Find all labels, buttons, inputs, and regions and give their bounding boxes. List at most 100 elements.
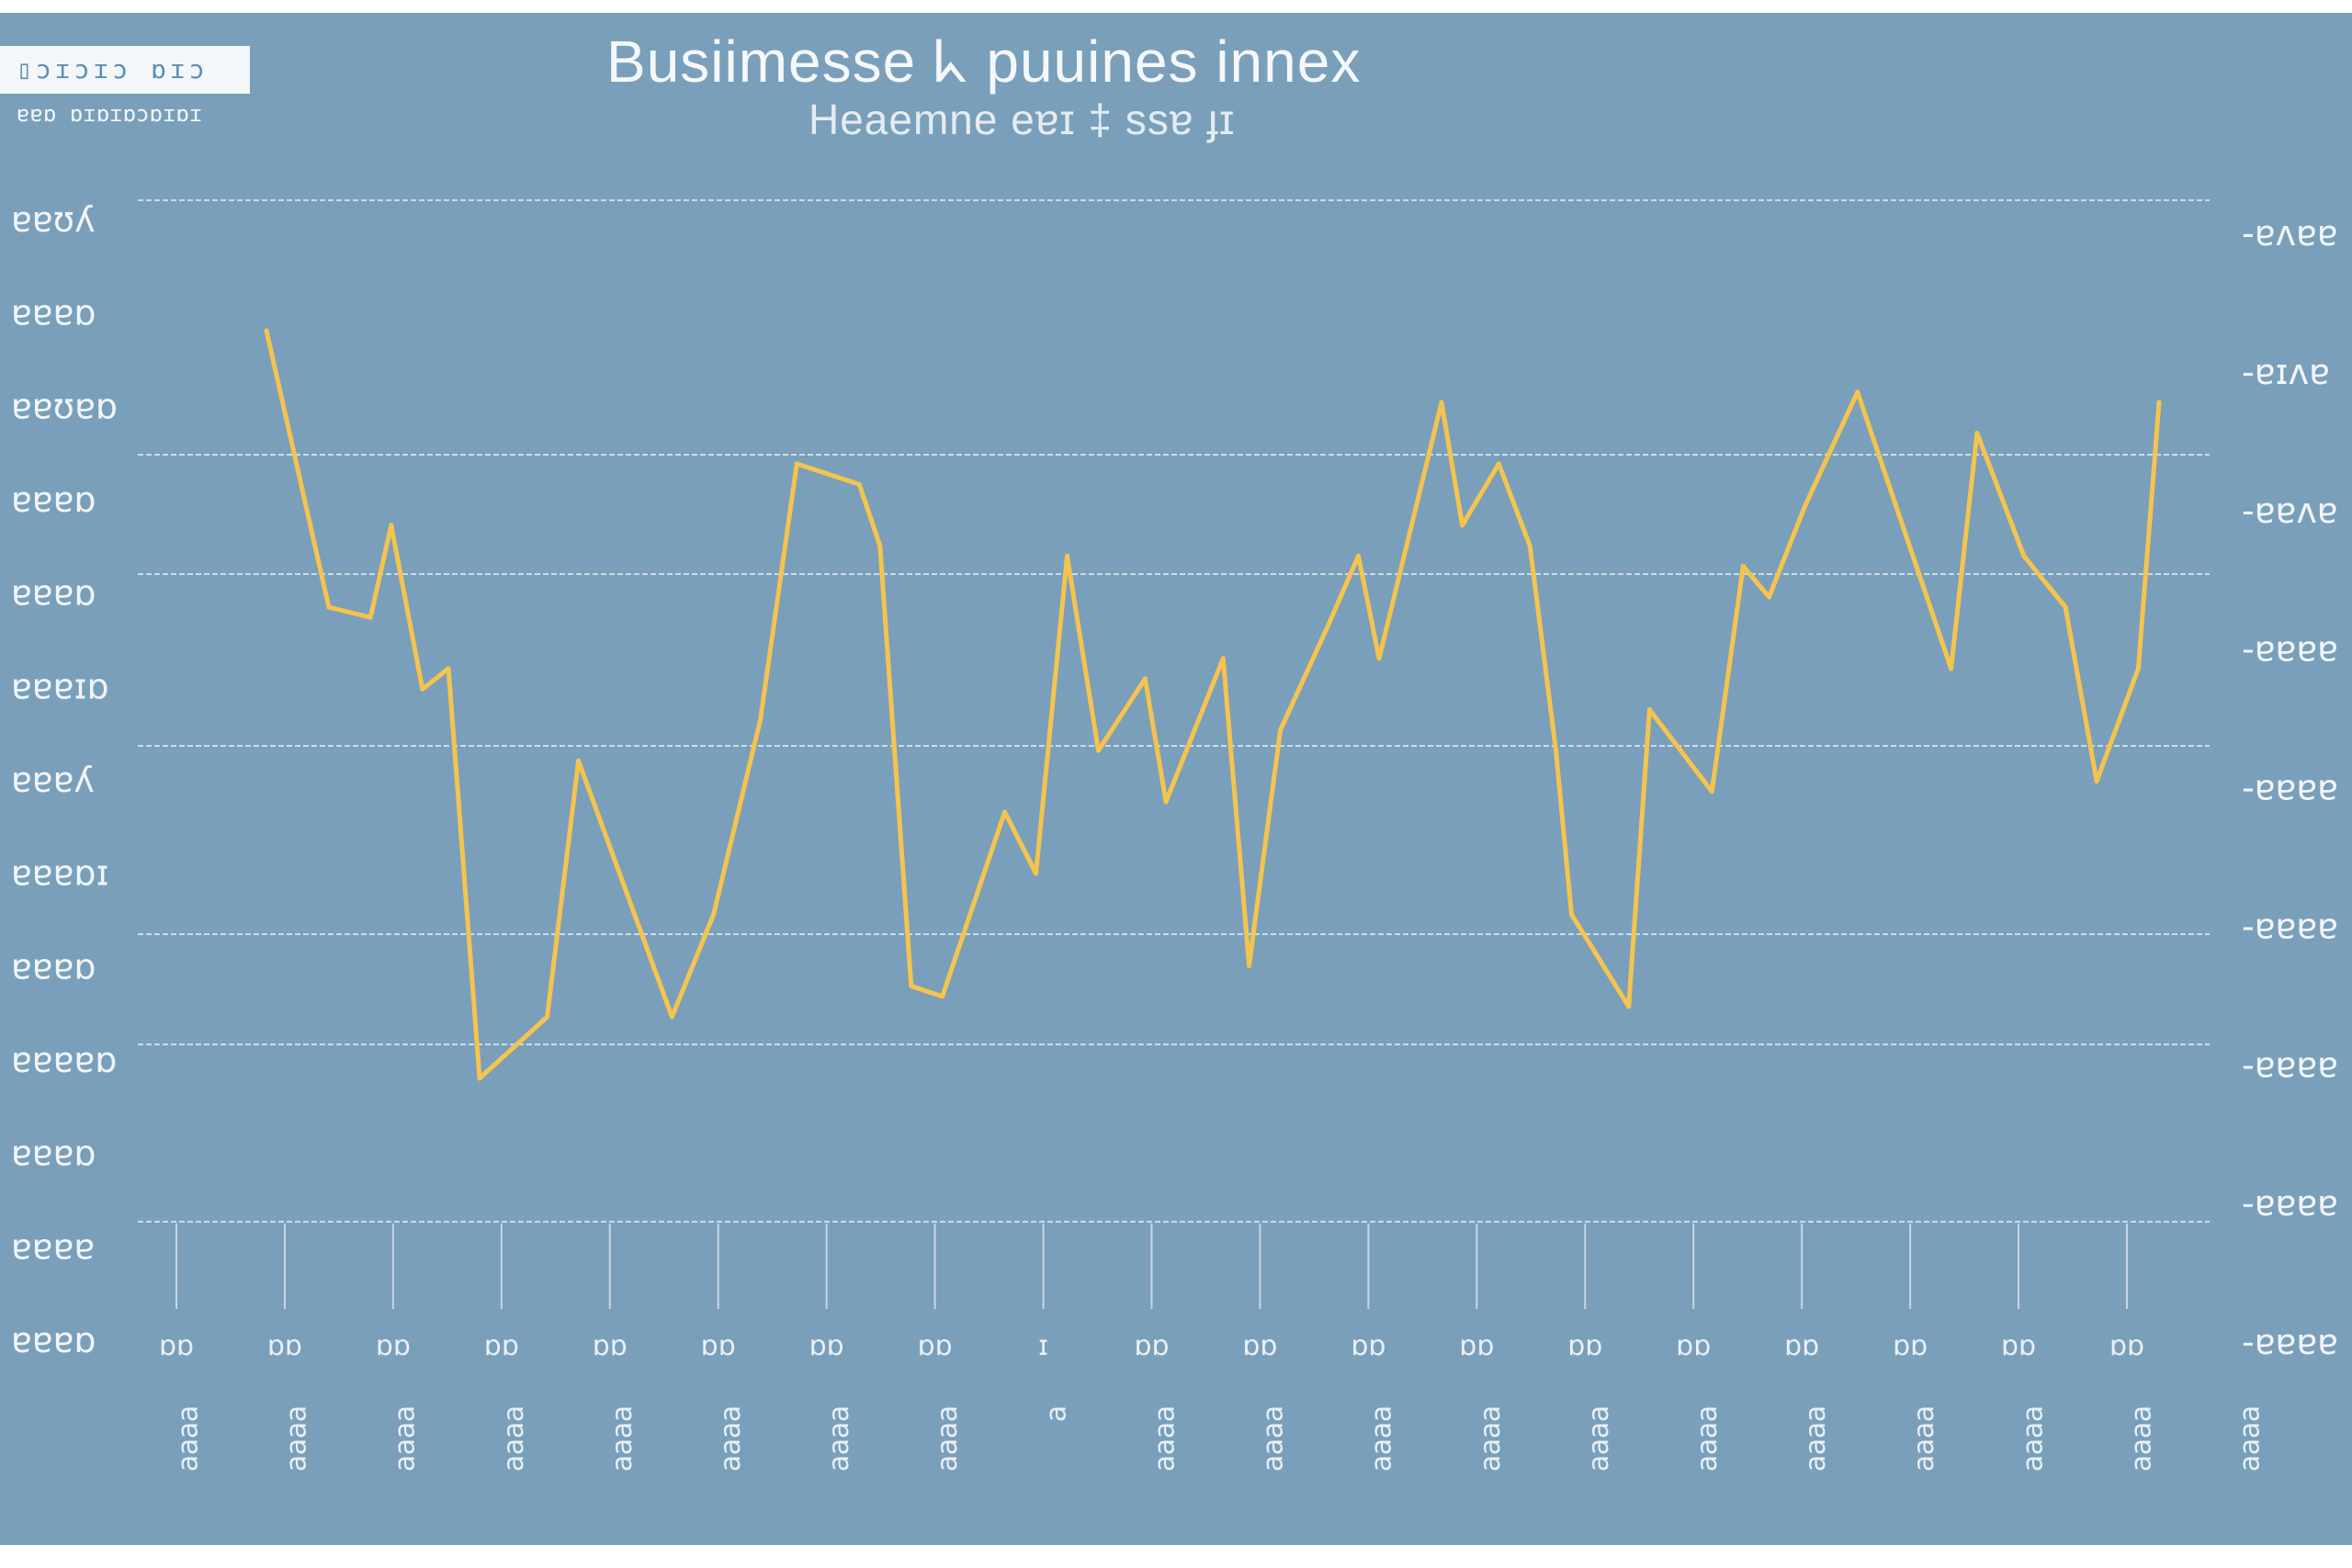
chart-subtitle: Heaemne eɐɪ ‡ ssɐ ɟɪ [808,96,1236,143]
data-point [1247,963,1252,968]
x-category-label: ɐɐɐɐ [826,1405,858,1472]
x-category-label: ɐɐɐɐ [283,1405,315,1472]
y-tick-label: ɐɐɐɒ [11,573,96,614]
x-tick-label: ɒɒ [1351,1330,1385,1362]
data-point [1740,563,1746,569]
data-point [576,758,582,763]
data-point [326,604,332,610]
data-point [1002,809,1008,815]
data-point [877,543,883,548]
data-point [368,615,373,620]
data-point [711,912,717,917]
data-point [856,481,862,487]
y2-tick-label: -ɐɐɐɐ [2242,1322,2338,1362]
logo-caption: ɐɐɒ ɒɪɒɪɒɔɒɪɒɪ [17,101,203,127]
x-tick-label: ɒɒ [593,1330,628,1362]
y-tick-label: ɐɐɐɒ [11,1134,96,1174]
x-category-label: ɐɐɐɐ [1368,1405,1400,1472]
data-point [1896,513,1902,518]
data-point [2094,779,2099,784]
data-point [264,328,269,333]
x-tick-label: ɒɒ [701,1330,736,1362]
y-tick-label: ɐɐɐɒ [11,946,96,987]
data-point [1527,543,1532,548]
data-point [446,666,451,671]
data-point [1142,676,1148,682]
data-point [2021,553,2027,558]
data-point [669,1014,674,1020]
data-point [1163,799,1169,805]
data-point [477,1076,482,1081]
x-tick-label: ɒɒ [267,1330,302,1362]
data-point [794,461,799,467]
x-category-label: ɐɐɐɐ [718,1405,750,1472]
x-tick-label: ɒɒ [159,1330,194,1362]
y-tick-label: ɐɐɐɒ [11,479,96,520]
data-point [909,984,914,989]
x-tick-label: ɒɒ [484,1330,519,1362]
x-category-label: ɐɐɐɐ [500,1405,532,1472]
x-tick-label: ɒɒ [918,1330,953,1362]
x-tick-label: ɒɒ [376,1330,411,1362]
y-tick-label: ɐɐɐɪɒ [11,666,109,706]
x-category-label: ɐɐɐɐ [608,1405,640,1472]
data-point [1439,400,1444,405]
x-tick-label: ɒɒ [1567,1330,1602,1362]
x-tick-label: ɒɒ [1893,1330,1928,1362]
y2-tick-label: -ɐɐɐɐ [2242,1183,2338,1224]
y2-tick-label: -ɐɐɐɐ [2242,906,2338,946]
data-point [1803,502,1808,507]
data-point [1034,871,1039,876]
data-point [1355,553,1361,558]
x-tick-label: ɒɒ [2001,1330,2036,1362]
data-point [1095,748,1101,753]
x-category-label: ɐɐɐɐ [1803,1405,1835,1472]
data-point [1065,553,1070,558]
x-category-label: ɐɐɐɐ [1585,1405,1617,1472]
x-category-label: ɐɐɐɐ [2236,1405,2268,1472]
x-category-label: ɐɐɐɐ [934,1405,967,1472]
data-point [1646,707,1652,712]
data-point [758,717,763,723]
data-point [1460,523,1465,528]
data-point [2135,666,2141,671]
data-point [1278,728,1283,733]
data-point [1709,789,1714,795]
data-point [940,994,945,999]
data-point [545,1014,550,1020]
x-tick-label: ɒɒ [2109,1330,2144,1362]
x-category-label: ɐɐɐɐ [2019,1405,2052,1472]
y2-tick-label: -ɐɐɐɐ [2242,1044,2338,1085]
x-category-label: ɐɐɐɐ [2128,1405,2160,1472]
y2-tick-label: -ɐɐɐɐ [2242,768,2338,808]
x-category-label: ɐɐɐɐ [1151,1405,1183,1472]
x-tick-label: ɒɒ [1459,1330,1494,1362]
x-category-label: ɐɐɐɐ [391,1405,424,1472]
y-tick-label: ɐɐʊʎ [11,199,96,240]
data-point [1767,594,1772,600]
x-tick-label: ɒɒ [1784,1330,1819,1362]
data-point [1855,389,1860,395]
data-point [1554,748,1559,753]
data-point [2063,604,2068,610]
y-tick-label: ɐɐɐʎ [11,760,95,800]
data-point [1949,666,1954,671]
data-point [389,523,394,528]
y2-tick-label: -ɐɪʌɐ [2242,352,2330,392]
x-category-label: ɐɐɐɐ [1693,1405,1725,1472]
x-category-label: ɐɐɐɐ [175,1405,207,1472]
x-tick-label: ɒɒ [809,1330,844,1362]
y-tick-label: ɐɐɐɒ [11,293,96,333]
y-tick-label: ɐɐʊɐɒ [11,386,118,426]
series-line [264,328,2162,1081]
data-point [2156,400,2162,405]
x-tick-label: ɒɒ [1676,1330,1711,1362]
data-point [1626,1004,1632,1010]
x-category-label: ɐ [1043,1405,1075,1422]
data-point [1568,912,1574,917]
y-tick-label: ɐɐɐɐ [11,1226,95,1267]
y-tick-label: ɐɐɐɒɪ [11,853,109,894]
y-tick-label: ɐɐɐɒ [11,1320,96,1360]
y2-tick-label: -ɐɐɐɐ [2242,629,2338,670]
data-point [1496,461,1501,467]
